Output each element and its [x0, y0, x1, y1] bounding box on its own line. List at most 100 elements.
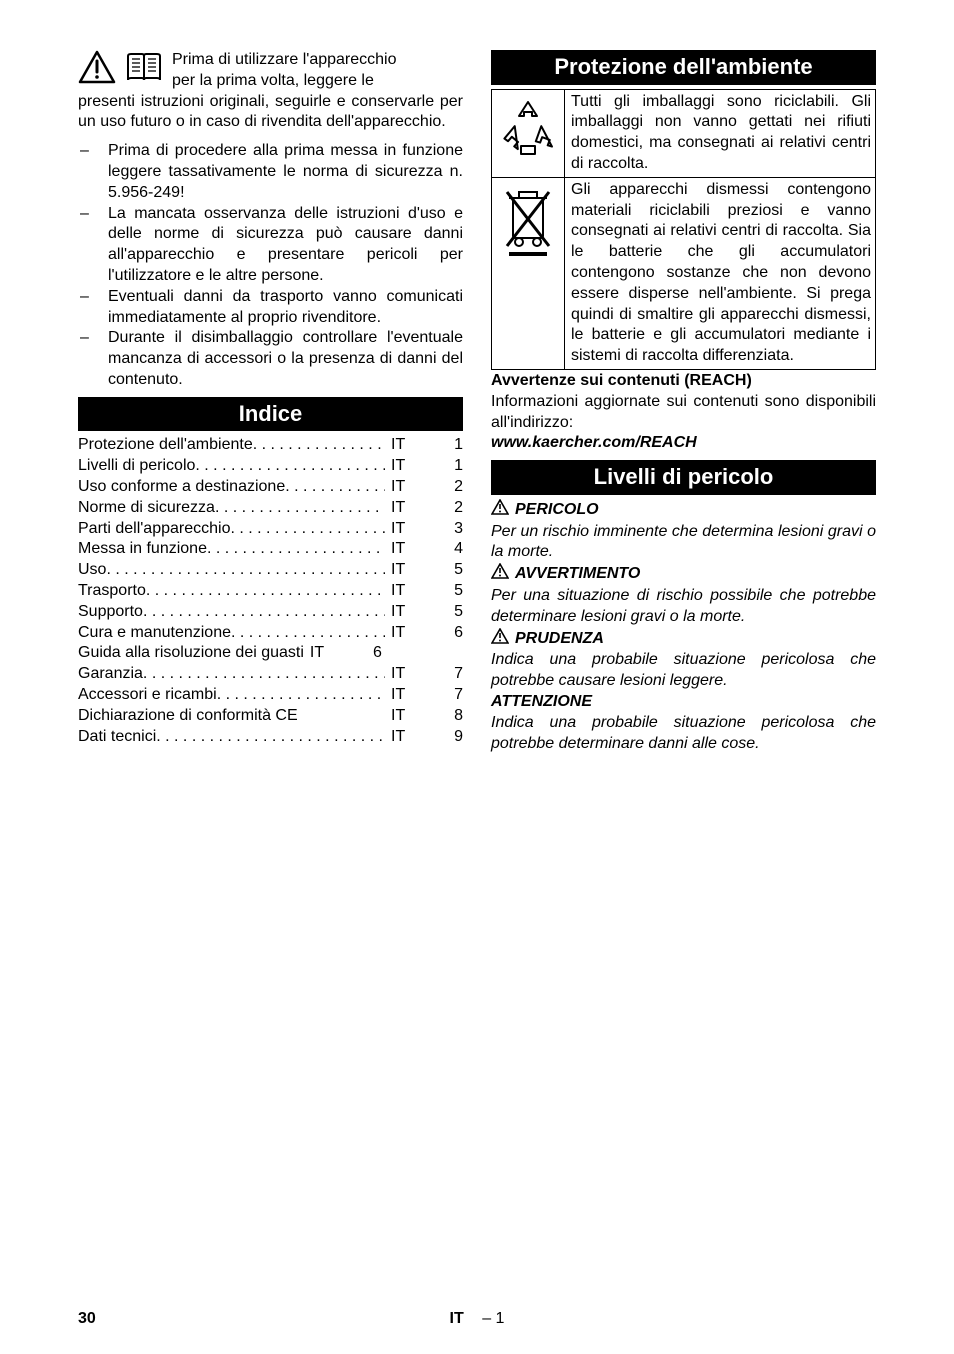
- hazard-triangle-icon: [491, 563, 509, 586]
- indice-header: Indice: [78, 397, 463, 432]
- footer-seq: – 1: [468, 1310, 504, 1327]
- environment-box-1: Tutti gli imballaggi sono riciclabili. G…: [491, 89, 876, 178]
- hazard-text: Per una situazione di rischio possibile …: [491, 586, 876, 628]
- weee-bin-icon: [499, 184, 557, 267]
- hazard-block-3: ATTENZIONE Indica una probabile situazio…: [491, 692, 876, 754]
- toc-dots: . . . . . . . . . . . . . . . . . . . . …: [231, 623, 385, 644]
- bullet-1: La mancata osservanza delle istruzioni d…: [108, 204, 463, 287]
- bullet-2: Eventuali danni da trasporto vanno comun…: [108, 287, 463, 329]
- toc-page: 5: [413, 602, 463, 623]
- toc-title: Supporto: [78, 602, 143, 623]
- toc-row: Livelli di pericolo . . . . . . . . . . …: [78, 456, 463, 477]
- table-of-contents: Protezione dell'ambiente. . . . . . . . …: [78, 435, 463, 747]
- toc-dots: . . . . . . . . . . . . . . . . . . . . …: [215, 498, 385, 519]
- hazard-text: Indica una probabile situazione pericolo…: [491, 650, 876, 692]
- hazard-text: Indica una probabile situazione pericolo…: [491, 713, 876, 755]
- footer-lang: IT: [450, 1310, 464, 1327]
- toc-lang: IT: [385, 435, 413, 456]
- toc-title: Uso: [78, 560, 106, 581]
- intro-line-1: Prima di utilizzare l'apparecchio: [172, 50, 396, 71]
- toc-row: Garanzia . . . . . . . . . . . . . . . .…: [78, 664, 463, 685]
- toc-page: 4: [413, 539, 463, 560]
- toc-lang: IT: [385, 664, 413, 685]
- toc-row: Dichiarazione di conformità CE IT8: [78, 706, 463, 727]
- reach-text: Informazioni aggiornate sui contenuti so…: [491, 392, 876, 434]
- toc-lang: IT: [385, 581, 413, 602]
- environment-header: Protezione dell'ambiente: [491, 50, 876, 85]
- toc-row: Uso . . . . . . . . . . . . . . . . . . …: [78, 560, 463, 581]
- toc-page: 7: [413, 664, 463, 685]
- toc-lang: IT: [385, 727, 413, 748]
- toc-row: Parti dell'apparecchio . . . . . . . . .…: [78, 519, 463, 540]
- toc-title: Accessori e ricambi: [78, 685, 217, 706]
- bullet-0: Prima di procedere alla prima messa in f…: [108, 141, 463, 203]
- toc-title: Cura e manutenzione: [78, 623, 231, 644]
- toc-page: 6: [332, 643, 382, 664]
- hazard-label: PERICOLO: [515, 500, 599, 521]
- toc-row: Uso conforme a destinazione . . . . . . …: [78, 477, 463, 498]
- toc-lang: IT: [385, 539, 413, 560]
- intro-line-2: per la prima volta, leggere le: [172, 71, 396, 92]
- environment-text-1: Tutti gli imballaggi sono riciclabili. G…: [564, 90, 875, 177]
- recycle-icon: [499, 96, 557, 165]
- hazard-label: AVVERTIMENTO: [515, 564, 640, 585]
- toc-page: 3: [413, 519, 463, 540]
- toc-dots: . . . . . . . . . . . . . . . . . . . . …: [143, 664, 385, 685]
- toc-row: Accessori e ricambi. . . . . . . . . . .…: [78, 685, 463, 706]
- toc-title: Trasporto: [78, 581, 146, 602]
- toc-row: Trasporto. . . . . . . . . . . . . . . .…: [78, 581, 463, 602]
- toc-page: 6: [413, 623, 463, 644]
- toc-dots: . . . . . . . . . . . . . . . . . . . . …: [253, 435, 385, 456]
- toc-title: Guida alla risoluzione dei guasti: [78, 643, 304, 664]
- hazard-triangle-icon: [491, 499, 509, 522]
- environment-text-2: Gli apparecchi dismessi contengono mater…: [564, 178, 875, 369]
- hazard-text: Per un rischio imminente che determina l…: [491, 522, 876, 564]
- toc-lang: IT: [385, 623, 413, 644]
- toc-lang: IT: [385, 560, 413, 581]
- toc-page: 5: [413, 560, 463, 581]
- hazard-triangle-icon: [491, 628, 509, 651]
- toc-lang: IT: [385, 602, 413, 623]
- toc-row: Guida alla risoluzione dei guastiIT6: [78, 643, 463, 664]
- toc-row: Protezione dell'ambiente. . . . . . . . …: [78, 435, 463, 456]
- toc-title: Dati tecnici: [78, 727, 156, 748]
- toc-row: Supporto . . . . . . . . . . . . . . . .…: [78, 602, 463, 623]
- toc-dots: . . . . . . . . . . . . . . . . . . . . …: [195, 456, 385, 477]
- toc-lang: IT: [385, 706, 413, 727]
- toc-row: Dati tecnici . . . . . . . . . . . . . .…: [78, 727, 463, 748]
- toc-lang: IT: [385, 498, 413, 519]
- manual-book-icon: [124, 50, 164, 91]
- toc-title: Dichiarazione di conformità CE: [78, 706, 298, 727]
- toc-page: 7: [413, 685, 463, 706]
- toc-page: 1: [413, 456, 463, 477]
- hazard-block-2: PRUDENZA Indica una probabile situazione…: [491, 628, 876, 692]
- toc-row: Messa in funzione. . . . . . . . . . . .…: [78, 539, 463, 560]
- toc-dots: . . . . . . . . . . . . . . . . . . . . …: [143, 602, 385, 623]
- toc-page: 1: [413, 435, 463, 456]
- toc-page: 9: [413, 727, 463, 748]
- footer-page-number: 30: [78, 1309, 96, 1330]
- bullet-3: Durante il disimballaggio controllare l'…: [108, 328, 463, 390]
- toc-dots: . . . . . . . . . . . . . . . . . . . . …: [156, 727, 385, 748]
- toc-lang: IT: [385, 477, 413, 498]
- toc-dots: . . . . . . . . . . . . . . . . . . . . …: [217, 685, 385, 706]
- toc-row: Cura e manutenzione . . . . . . . . . . …: [78, 623, 463, 644]
- hazard-label: PRUDENZA: [515, 629, 604, 650]
- toc-dots: . . . . . . . . . . . . . . . . . . . . …: [146, 581, 385, 602]
- toc-dots: . . . . . . . . . . . . . . . . . . . . …: [285, 477, 385, 498]
- toc-lang: IT: [385, 456, 413, 477]
- warning-triangle-icon: [78, 50, 116, 91]
- toc-page: 8: [413, 706, 463, 727]
- toc-title: Uso conforme a destinazione: [78, 477, 285, 498]
- toc-page: 2: [413, 477, 463, 498]
- toc-title: Protezione dell'ambiente: [78, 435, 253, 456]
- hazard-levels-header: Livelli di pericolo: [491, 460, 876, 495]
- toc-row: Norme di sicurezza . . . . . . . . . . .…: [78, 498, 463, 519]
- toc-lang: IT: [385, 519, 413, 540]
- toc-page: 5: [413, 581, 463, 602]
- toc-dots: . . . . . . . . . . . . . . . . . . . . …: [207, 539, 385, 560]
- hazard-block-0: PERICOLO Per un rischio imminente che de…: [491, 499, 876, 563]
- toc-title: Messa in funzione: [78, 539, 207, 560]
- hazard-label: ATTENZIONE: [491, 692, 592, 713]
- toc-dots: . . . . . . . . . . . . . . . . . . . . …: [106, 560, 385, 581]
